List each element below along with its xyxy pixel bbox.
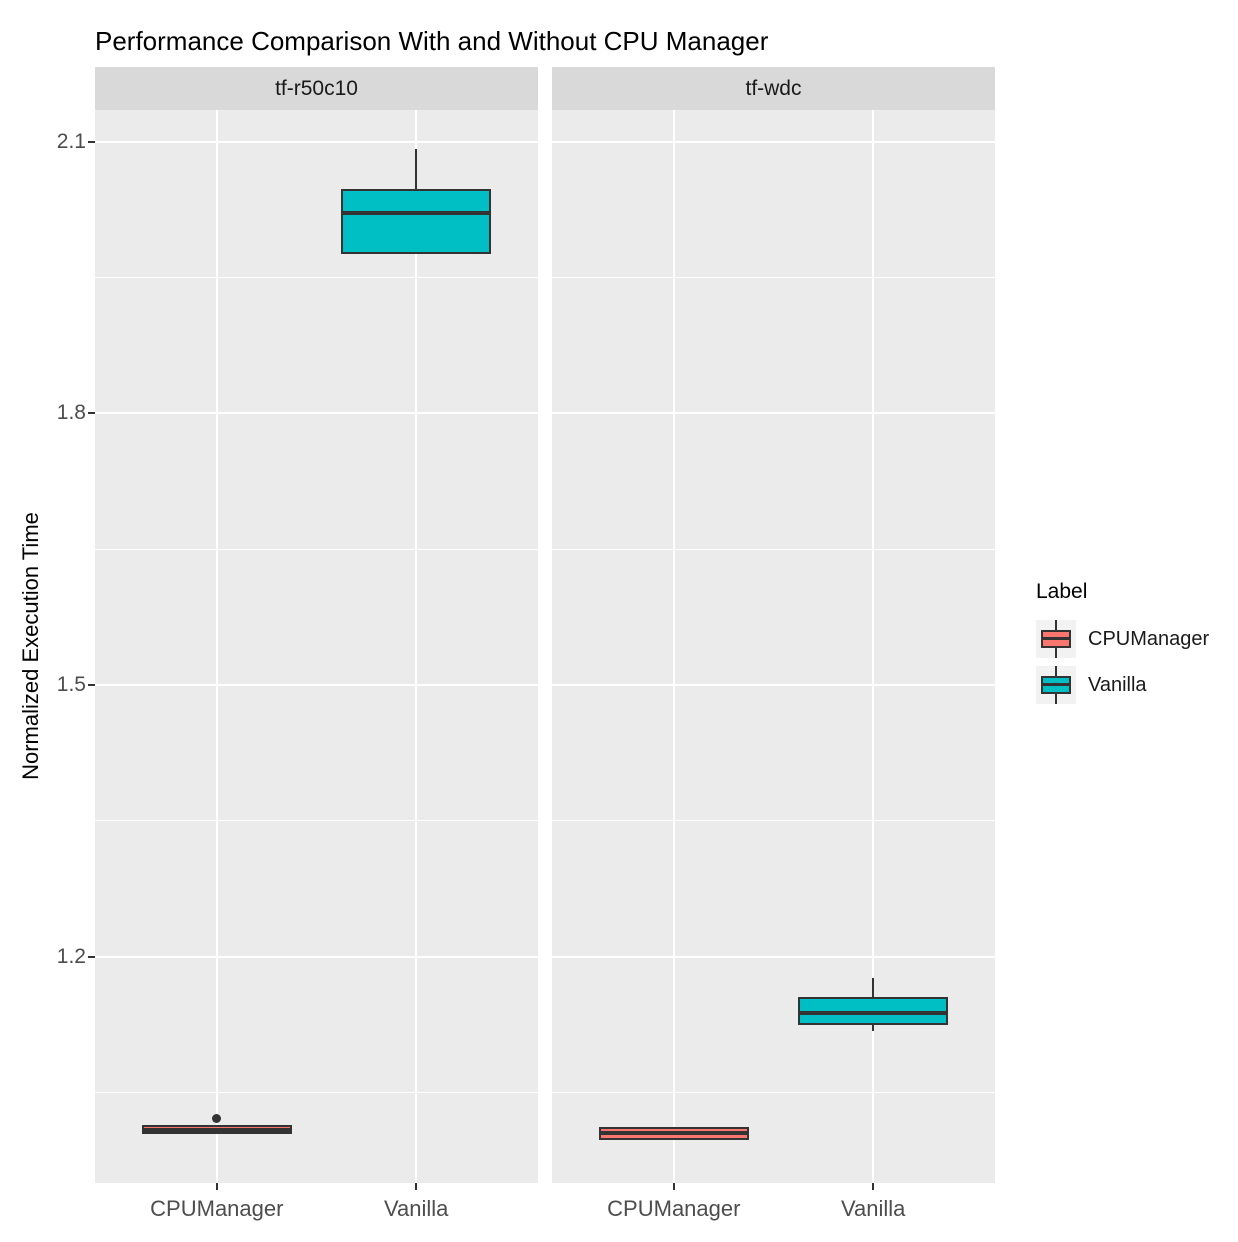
y-axis-tick-label: 1.2	[56, 944, 86, 968]
gridline-major-vertical	[672, 110, 675, 1183]
x-axis-tick-mark	[672, 1183, 675, 1190]
y-axis-tick-mark	[88, 683, 95, 686]
legend-entry-label: Vanilla	[1088, 673, 1147, 696]
gridline-minor-horizontal	[552, 1091, 995, 1093]
boxplot-median-line	[598, 1131, 749, 1136]
y-axis-tick-label: 2.1	[56, 129, 86, 153]
x-axis-tick-label: Vanilla	[840, 1196, 906, 1221]
gridline-minor-horizontal	[95, 820, 538, 822]
gridline-major-horizontal	[552, 412, 995, 415]
boxplot-whisker-upper	[415, 148, 418, 191]
gridline-major-horizontal	[552, 683, 995, 686]
y-axis-tick-mark	[88, 412, 95, 415]
x-axis-tick-mark	[872, 1183, 875, 1190]
gridline-minor-horizontal	[95, 277, 538, 278]
y-axis-tick-mark	[88, 955, 95, 958]
x-axis-tick-mark	[415, 1183, 418, 1190]
legend-entry: CPUManager	[1036, 620, 1209, 658]
legend-entries: CPUManager Vanilla	[1036, 620, 1209, 704]
y-axis-title: Normalized Execution Time	[18, 512, 43, 780]
legend-title: Label	[1036, 580, 1088, 603]
facet-strip-label: tf-wdc	[745, 76, 802, 100]
legend-key-boxplot-icon	[1036, 666, 1076, 704]
legend-key-median-line	[1041, 683, 1071, 686]
gridline-major-horizontal	[552, 955, 995, 958]
legend-entry: Vanilla	[1036, 666, 1209, 704]
gridline-major-horizontal	[552, 140, 995, 143]
gridline-major-vertical	[872, 110, 875, 1183]
boxplot-median-line	[141, 1127, 292, 1132]
boxplot-median-line	[798, 1010, 949, 1015]
boxplot-box	[341, 188, 492, 255]
legend-entry-label: CPUManager	[1088, 627, 1210, 650]
legend-key-median-line	[1041, 637, 1071, 640]
boxplot-whisker-lower	[872, 1022, 875, 1031]
gridline-minor-horizontal	[95, 1091, 538, 1093]
facet-panel	[95, 110, 538, 1183]
legend: Label CPUManager Vanilla	[1036, 580, 1209, 712]
facet-strip: tf-wdc	[552, 67, 995, 110]
x-axis-tick-mark	[215, 1183, 218, 1190]
boxplot-whisker-upper	[872, 978, 875, 1000]
x-axis-tick-label: CPUManager	[607, 1196, 741, 1221]
gridline-major-horizontal	[95, 412, 538, 415]
gridline-major-horizontal	[95, 955, 538, 958]
facet-strip-label: tf-r50c10	[275, 76, 358, 100]
legend-key-boxplot-icon	[1036, 620, 1076, 658]
boxplot-outlier-dot	[212, 1114, 222, 1124]
y-axis-tick-label: 1.5	[56, 672, 86, 696]
y-axis-tick-mark	[88, 140, 95, 143]
gridline-major-horizontal	[95, 140, 538, 143]
chart-title: Performance Comparison With and Without …	[95, 26, 769, 56]
gridline-minor-horizontal	[95, 548, 538, 550]
y-axis-tick-label: 1.8	[56, 401, 86, 425]
x-axis-tick-label: Vanilla	[383, 1196, 449, 1221]
gridline-major-vertical	[215, 110, 218, 1183]
gridline-minor-horizontal	[552, 820, 995, 822]
gridline-major-horizontal	[95, 683, 538, 686]
gridline-minor-horizontal	[552, 548, 995, 550]
facet-strip: tf-r50c10	[95, 67, 538, 110]
gridline-minor-horizontal	[552, 277, 995, 278]
x-axis-tick-label: CPUManager	[150, 1196, 284, 1221]
gridline-major-vertical	[415, 110, 418, 1183]
boxplot-median-line	[341, 211, 492, 216]
